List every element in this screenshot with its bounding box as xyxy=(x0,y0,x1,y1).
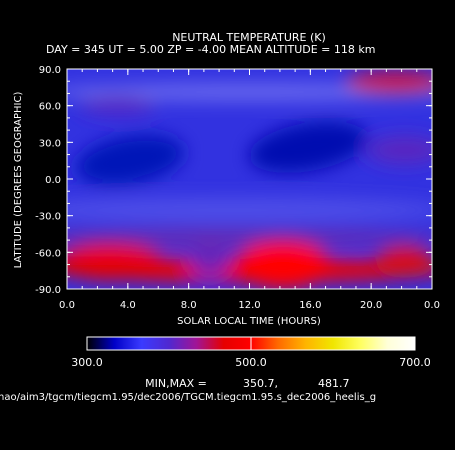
feature-purple-north-left xyxy=(80,95,156,115)
min-value: 350.7, xyxy=(243,377,278,390)
y-tick-label: -90.0 xyxy=(35,285,61,296)
feature-purple-south xyxy=(190,248,230,276)
colorbar-tick-label: 700.0 xyxy=(399,356,431,369)
x-tick-label: 12.0 xyxy=(238,300,260,311)
feature-purple-northeast xyxy=(367,136,432,164)
colorbar-ticks: 300.0 500.0 700.0 xyxy=(71,356,431,369)
max-value: 481.7 xyxy=(318,377,350,390)
feature-purple-band xyxy=(67,229,432,247)
x-tick-label: 4.0 xyxy=(120,300,136,311)
min-max-label: MIN,MAX = xyxy=(145,377,207,390)
x-tick-label: 0.0 xyxy=(424,300,440,311)
file-path: hao/aim3/tgcm/tiegcm1.95/dec2006/TGCM.ti… xyxy=(0,392,376,403)
x-tick-label: 8.0 xyxy=(181,300,197,311)
x-tick-label: 16.0 xyxy=(299,300,321,311)
colorbar-tick-label: 500.0 xyxy=(235,356,267,369)
colorbar-tick-label: 300.0 xyxy=(71,356,103,369)
x-axis: 0.0 4.0 8.0 12.0 16.0 20.0 0.0 xyxy=(59,69,440,311)
y-axis-label: LATITUDE (DEGREES GEOGRAPHIC) xyxy=(13,92,24,269)
x-tick-label: 20.0 xyxy=(360,300,382,311)
y-tick-label: 90.0 xyxy=(39,65,61,76)
feature-light-band-north xyxy=(67,84,432,100)
feature-cold-east xyxy=(248,121,368,173)
heatmap xyxy=(67,69,432,289)
y-tick-label: 60.0 xyxy=(39,102,61,113)
y-tick-label: -30.0 xyxy=(35,212,61,223)
feature-warm-south-center xyxy=(235,241,331,289)
feature-red-northeast xyxy=(345,71,432,93)
x-axis-label: SOLAR LOCAL TIME (HOURS) xyxy=(177,316,321,327)
x-tick-label: 0.0 xyxy=(59,300,75,311)
feature-warm-southwest xyxy=(67,244,165,280)
chart-subtitle: DAY = 345 UT = 5.00 ZP = -4.00 MEAN ALTI… xyxy=(46,43,375,56)
y-tick-label: 30.0 xyxy=(39,138,61,149)
chart-title: NEUTRAL TEMPERATURE (K) xyxy=(172,31,326,44)
heatmap-features xyxy=(67,71,432,289)
y-tick-label: 0.0 xyxy=(45,175,61,186)
feature-warm-southeast xyxy=(375,246,432,278)
y-tick-label: -60.0 xyxy=(35,248,61,259)
y-axis: 90.0 60.0 30.0 0.0 -30.0 -60.0 -90.0 xyxy=(35,65,432,296)
feature-light-band-mid xyxy=(67,198,432,222)
feature-cold-west xyxy=(75,134,185,186)
